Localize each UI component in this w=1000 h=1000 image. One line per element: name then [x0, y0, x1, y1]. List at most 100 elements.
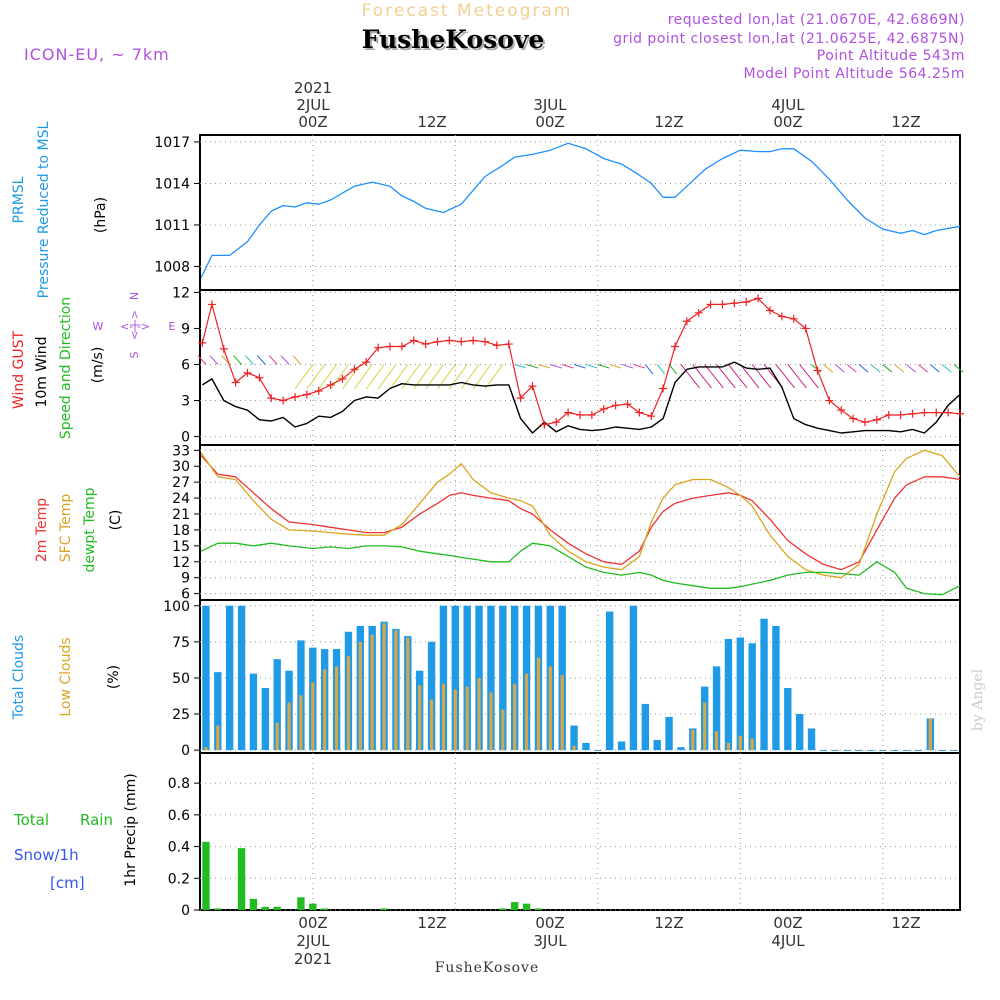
precip-labels: Total Rain Snow/1h [cm] 1hr Precip (mm) — [13, 773, 139, 892]
low-cloud-bar — [441, 683, 446, 751]
wind-direction-arrow — [597, 364, 610, 369]
low-cloud-bar — [406, 637, 410, 751]
low-cloud-bar — [738, 735, 742, 751]
total-cloud-bar — [938, 750, 946, 751]
precip-label-total: Total — [13, 811, 49, 829]
wind-gust-point — [469, 336, 478, 345]
total-cloud-bar — [617, 741, 626, 751]
y-tick-label: 100 — [163, 599, 190, 615]
wind-gust-point — [730, 299, 739, 308]
wind-gust-point — [623, 400, 632, 409]
total-cloud-bar — [831, 750, 839, 751]
total-cloud-bar — [665, 716, 673, 751]
low-cloud-bar — [453, 689, 457, 751]
total-cloud-bar — [855, 750, 863, 751]
wind-direction-arrow — [562, 364, 574, 369]
low-cloud-bar — [726, 742, 731, 751]
total-cloud-bar — [879, 750, 887, 751]
y-tick-label: 0.2 — [168, 871, 190, 887]
wind-gust-point — [314, 386, 323, 395]
wind-gust-point — [754, 294, 763, 303]
low-cloud-bar — [216, 725, 220, 751]
temp-series — [200, 449, 961, 596]
temp-unit: (C) — [108, 510, 124, 531]
precip-label-snow: Snow/1h — [14, 846, 79, 864]
model-altitude: Model Point Altitude 564.25m — [744, 66, 965, 82]
total-cloud-bar — [202, 605, 210, 751]
wind-panel-frame — [199, 289, 961, 446]
total-cloud-bar — [582, 742, 590, 751]
wind-direction-arrow — [918, 364, 928, 373]
wind-labels: Wind GUST 10m Wind Speed and Direction (… — [11, 292, 176, 439]
wind-gust-point — [374, 343, 383, 352]
wind-gust-point — [813, 366, 822, 375]
wind-direction-arrow — [894, 364, 905, 373]
wind-direction-arrow — [656, 364, 666, 375]
wind-gust-point — [362, 358, 371, 367]
wind-gust-point — [198, 338, 207, 347]
y-tick-label: 0.4 — [168, 840, 190, 856]
wind-gust-point — [207, 300, 216, 309]
wind-gust-point — [872, 415, 881, 424]
low-cloud-bar — [560, 675, 564, 751]
wind-direction-arrow — [280, 355, 290, 365]
low-cloud-bar — [477, 677, 481, 751]
requested-coords: requested lon,lat (21.0670E, 42.6869N) — [668, 12, 965, 28]
total-cloud-bar — [439, 605, 448, 751]
pressure-series — [200, 142, 961, 278]
total-cloud-bar — [237, 605, 246, 751]
wind-gust-point — [742, 298, 751, 307]
top-tick-5: 00Z — [773, 113, 802, 131]
temp-2m-line — [200, 455, 961, 571]
wind-gust-point — [576, 410, 584, 419]
temp-dewpt-line — [200, 542, 961, 596]
wind-gust-point — [956, 409, 964, 418]
cloud-unit: (%) — [106, 665, 122, 689]
wind-gust-point — [694, 308, 703, 317]
top-day-3: 4JUL — [771, 96, 805, 114]
wind-direction-arrow — [953, 364, 964, 373]
time-axis-bottom: 00Z 12Z 00Z 12Z 00Z 12Z 2JUL 3JUL 4JUL 2… — [294, 914, 921, 968]
y-tick-label: 15 — [172, 539, 190, 555]
y-tick-label: 1011 — [154, 218, 190, 234]
wind-gust-point — [481, 337, 489, 346]
wind-gust-point — [564, 408, 573, 417]
wind-direction-arrow — [585, 364, 598, 369]
wind-gust-point — [908, 409, 917, 418]
low-cloud-bar — [536, 657, 541, 751]
wind-direction-arrow — [550, 364, 562, 369]
wind-direction-arrow — [484, 364, 504, 390]
total-cloud-bar — [475, 605, 483, 751]
compass-e: E — [169, 320, 176, 333]
total-cloud-bar — [653, 740, 661, 751]
pressure-label-msl: Pressure Reduced to MSL — [36, 121, 52, 298]
wind-direction-arrow — [461, 364, 480, 390]
low-cloud-bar — [524, 673, 529, 751]
y-tick-label: 12 — [172, 555, 190, 571]
wind-gust-point — [516, 394, 525, 403]
y-tick-label: 0.6 — [168, 808, 190, 824]
rain-bar — [273, 906, 281, 910]
compass-s: S — [128, 351, 141, 358]
wind-direction-arrow — [775, 364, 795, 389]
low-cloud-bar — [750, 738, 754, 751]
wind-gust-point — [231, 378, 240, 387]
total-cloud-bar — [463, 605, 471, 751]
wind-gust-point — [861, 418, 869, 427]
wind-gust-point — [718, 300, 727, 309]
y-tick-label: 9 — [181, 571, 190, 587]
wind-gust-point — [896, 410, 905, 419]
top-day-1: 2JUL — [296, 96, 330, 114]
wind-gust-point — [837, 406, 846, 415]
total-cloud-bar — [487, 605, 495, 751]
total-cloud-bar — [511, 605, 519, 751]
wind-direction-arrow — [268, 355, 278, 365]
wind-gust-point — [635, 408, 644, 417]
low-cloud-bar — [311, 682, 315, 751]
rain-bar — [511, 902, 519, 910]
y-tick-label: 0 — [181, 903, 190, 919]
wind-direction-arrow — [354, 364, 373, 390]
wind-label-10m: 10m Wind — [34, 336, 50, 407]
wind-direction-arrow — [929, 364, 940, 373]
